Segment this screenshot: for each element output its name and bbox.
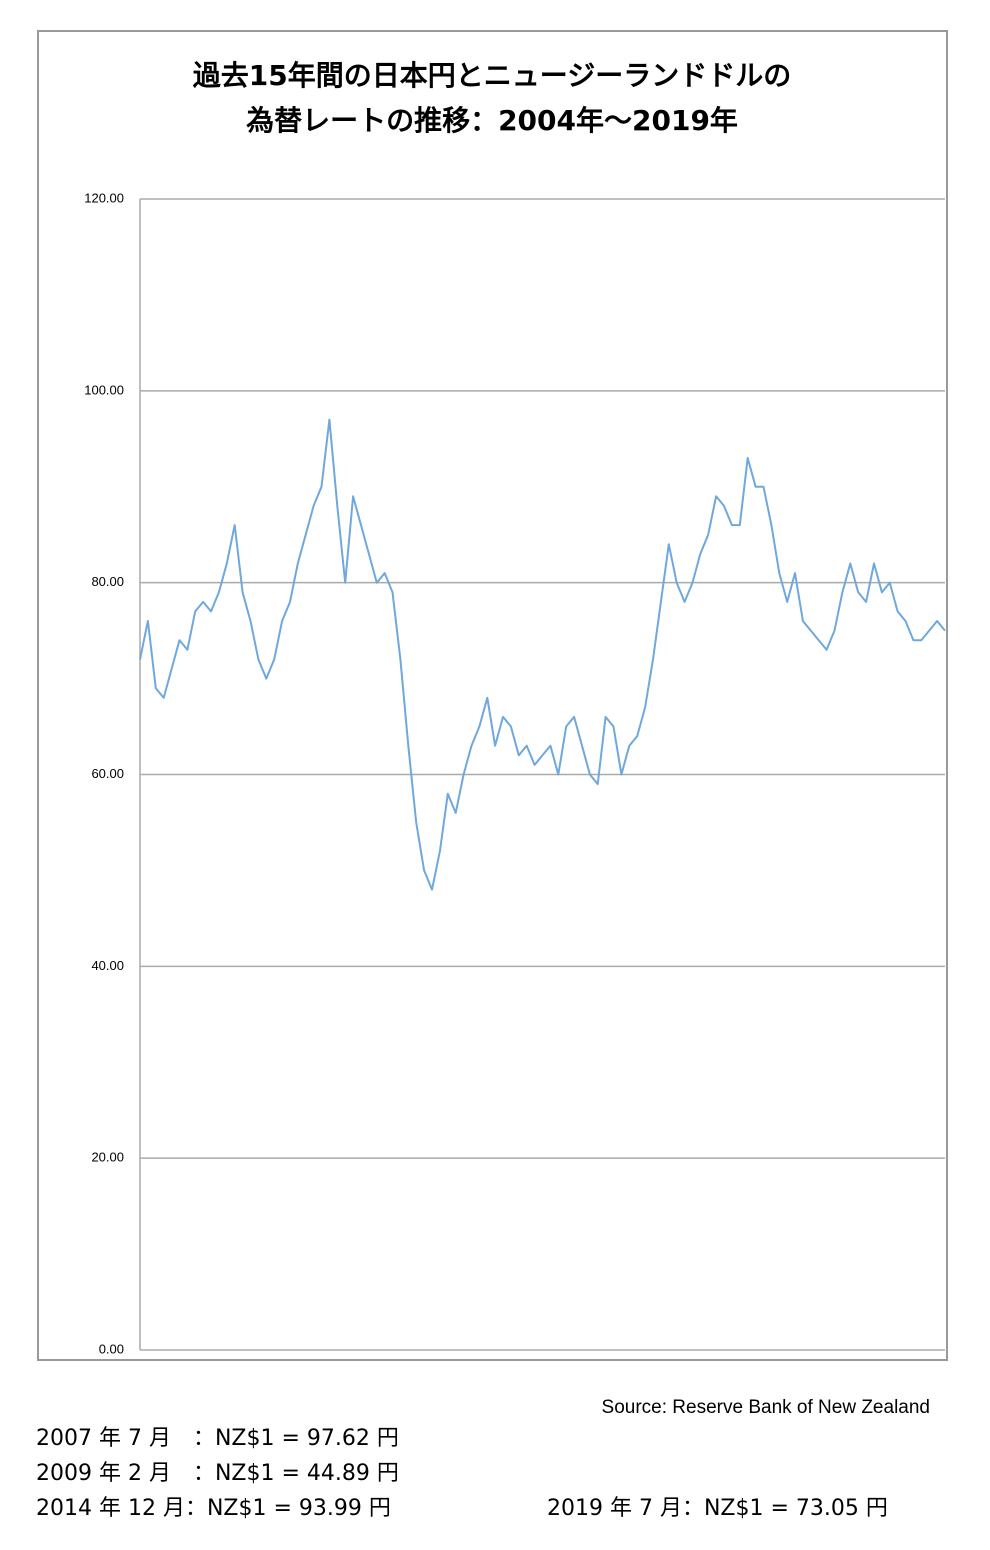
note: 2019 年 7 月：NZ$1 = 73.05 円 (547, 1496, 888, 1521)
chart-title: 過去15年間の日本円とニュージーランドドルの (193, 59, 791, 92)
source: Source: Reserve Bank of New Zealand (602, 1397, 930, 1418)
y-tick-label: 60.00 (91, 766, 124, 781)
y-tick-label: 20.00 (91, 1150, 124, 1165)
chart-title: 為替レートの推移：2004年〜2019年 (246, 104, 738, 137)
y-tick-label: 0.00 (99, 1341, 124, 1356)
note: 2009 年 2 月 ：NZ$1 = 44.89 円 (36, 1461, 399, 1486)
y-tick-label: 100.00 (84, 382, 124, 397)
chart-frame (37, 30, 948, 1361)
y-tick-label: 120.00 (84, 190, 124, 205)
y-tick-label: 80.00 (91, 574, 124, 589)
note: 2007 年 7 月 ：NZ$1 = 97.62 円 (36, 1426, 399, 1451)
data-line (139, 418, 946, 891)
note: 2014 年 12 月：NZ$1 = 93.99 円 (36, 1496, 391, 1521)
y-tick-label: 40.00 (91, 958, 124, 973)
